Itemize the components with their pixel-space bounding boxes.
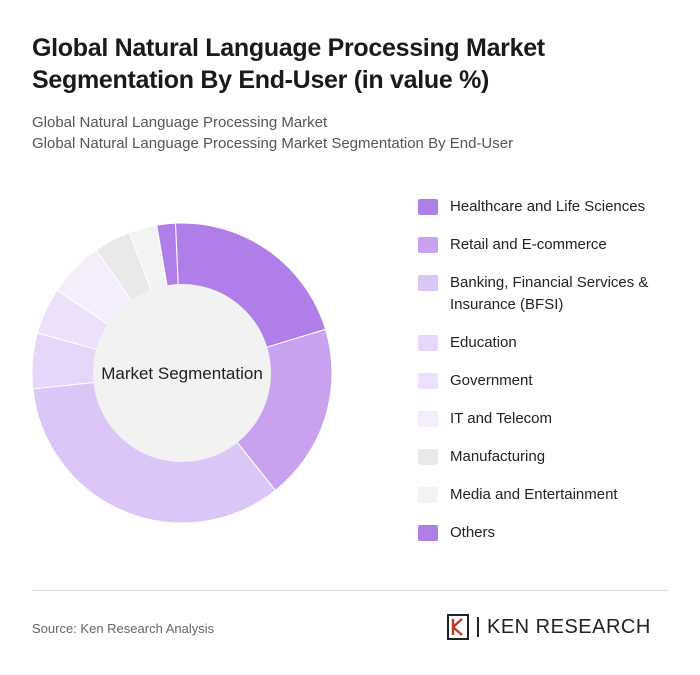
chart-subtitle: Global Natural Language Processing Marke… — [32, 114, 328, 131]
donut-chart: Market Segmentation — [0, 170, 380, 570]
source-note: Source: Ken Research Analysis — [32, 621, 215, 636]
legend-item: Education — [418, 332, 678, 354]
logo-text: KEN RESEARCH — [487, 615, 651, 638]
legend-swatch — [418, 411, 438, 427]
chart-title: Global Natural Language Processing Marke… — [32, 34, 545, 94]
legend-swatch — [418, 237, 438, 253]
logo-separator — [477, 617, 479, 637]
legend-item: Retail and E-commerce — [418, 234, 678, 256]
legend-swatch — [418, 335, 438, 351]
legend-item: Media and Entertainment — [418, 484, 678, 506]
legend-label: Banking, Financial Services & Insurance … — [450, 274, 649, 313]
center-label: Market Segmentation — [101, 364, 263, 383]
donut-chart-svg: Market Segmentation — [31, 222, 333, 524]
legend-swatch — [418, 487, 438, 503]
donut-center — [93, 284, 271, 462]
legend-swatch — [418, 449, 438, 465]
legend-item: Others — [418, 522, 678, 544]
legend-swatch — [418, 275, 438, 291]
legend-item: Manufacturing — [418, 446, 678, 468]
footer-divider — [32, 590, 668, 591]
legend-swatch — [418, 373, 438, 389]
legend-label: Healthcare and Life Sciences — [450, 198, 646, 215]
legend-label: Education — [450, 334, 517, 351]
legend-item: Banking, Financial Services & Insurance … — [418, 272, 678, 316]
legend-swatch — [418, 199, 438, 215]
ken-research-logo: KEN RESEARCH — [447, 614, 651, 640]
legend-label: Government — [450, 372, 533, 389]
legend-label: Media and Entertainment — [450, 486, 618, 503]
legend-item: IT and Telecom — [418, 408, 678, 430]
legend-label: IT and Telecom — [450, 410, 553, 427]
ken-research-logo-icon — [447, 614, 469, 640]
legend-swatch — [418, 525, 438, 541]
legend-label: Retail and E-commerce — [450, 236, 607, 253]
chart-legend: Healthcare and Life Sciences Retail and E… — [418, 196, 678, 560]
legend-item: Healthcare and Life Sciences — [418, 196, 678, 218]
legend-label: Manufacturing — [450, 448, 546, 465]
chart-subtitle-secondary: Global Natural Language Processing Marke… — [32, 135, 514, 152]
legend-label: Others — [450, 524, 496, 541]
legend-item: Government — [418, 370, 678, 392]
